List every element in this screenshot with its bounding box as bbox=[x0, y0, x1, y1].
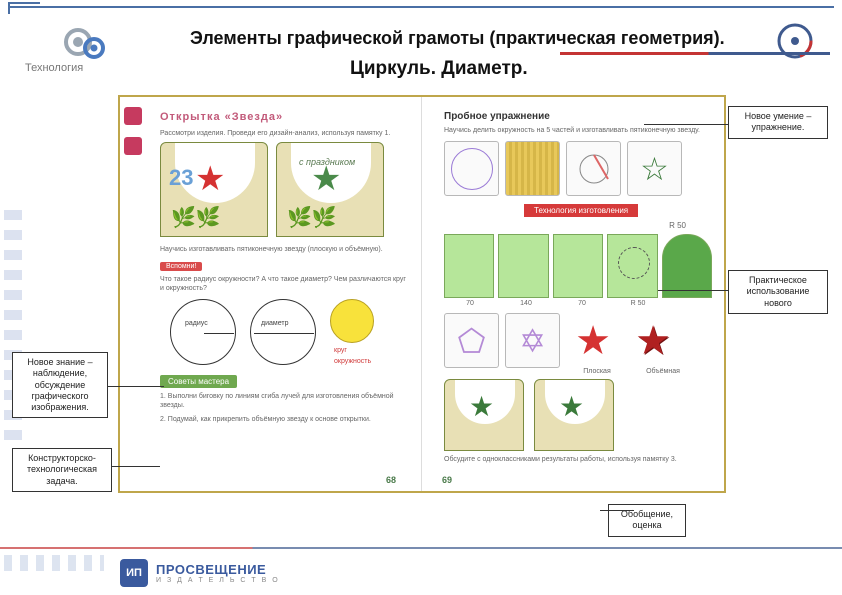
final-card-1: ★ bbox=[444, 379, 524, 451]
leaves-icon: 🌿🌿 bbox=[287, 205, 337, 230]
textbook-spread: Открытка «Звезда» Рассмотри изделия. Про… bbox=[118, 95, 726, 493]
vol-caption: Объёмная bbox=[636, 368, 690, 375]
connector-line bbox=[112, 466, 160, 467]
fold-circle bbox=[607, 234, 657, 298]
diameter-label: диаметр bbox=[261, 320, 288, 327]
brand-logo-icon: ИП bbox=[120, 559, 148, 587]
star-captions: Плоская Объёмная bbox=[570, 368, 712, 375]
r50-2: R 50 bbox=[612, 300, 664, 307]
postcard-2: ★ с праздником 🌿🌿 bbox=[276, 142, 384, 237]
tab-icon bbox=[124, 137, 142, 155]
footer-line-decor bbox=[0, 547, 842, 549]
right-intro: Научись делить окружность на 5 частей и … bbox=[444, 126, 712, 135]
left-heading: Открытка «Звезда» bbox=[160, 111, 409, 123]
num-23: 23 bbox=[169, 165, 193, 191]
fold-panel bbox=[553, 234, 603, 298]
pentagram-step: ✡ bbox=[505, 313, 560, 368]
tab-icon bbox=[124, 107, 142, 125]
star-flat: ★ bbox=[566, 314, 620, 368]
connector-line bbox=[108, 386, 164, 387]
pentagon-step: ⬠ bbox=[444, 313, 499, 368]
step-ruler bbox=[505, 141, 560, 196]
step-star: ☆ bbox=[627, 141, 682, 196]
brand-name: ПРОСВЕЩЕНИЕ bbox=[156, 562, 280, 577]
tech-banner: Технология изготовления bbox=[524, 204, 638, 217]
page-subtitle: Циркуль. Диаметр. bbox=[350, 58, 528, 80]
top-border-decor bbox=[8, 6, 834, 8]
ribbon-text: с праздником bbox=[299, 157, 355, 167]
dim-row: 70 140 70 R 50 bbox=[444, 300, 712, 307]
dim-1: 70 bbox=[444, 300, 496, 307]
dim-3: 70 bbox=[556, 300, 608, 307]
star-icon: ★ bbox=[195, 159, 225, 199]
fold-row bbox=[444, 234, 712, 298]
left-note1: Научись изготавливать пятиконечную звезд… bbox=[160, 245, 409, 254]
discuss-text: Обсудите с одноклассниками результаты ра… bbox=[444, 455, 712, 464]
postcard-1: ★ 23 🌿🌿 bbox=[160, 142, 268, 237]
publisher-brand: ИП ПРОСВЕЩЕНИЕ И З Д А Т Е Л Ь С Т В О bbox=[120, 559, 280, 587]
left-intro: Рассмотри изделия. Проведи его дизайн-ан… bbox=[160, 129, 409, 138]
circle-diagram-row: радиус диаметр круг окружность bbox=[170, 299, 409, 365]
step-circle bbox=[444, 141, 499, 196]
fold-panel bbox=[444, 234, 494, 298]
postcard-row: ★ 23 🌿🌿 ★ с праздником 🌿🌿 bbox=[160, 142, 409, 237]
annotation-task: Конструкторско-технологическая задача. bbox=[12, 448, 112, 492]
page-num-left: 68 bbox=[386, 475, 396, 485]
annotation-skill: Новое умение – упражнение. bbox=[728, 106, 828, 139]
page-right: Пробное упражнение Научись делить окружн… bbox=[422, 97, 724, 491]
step-compass bbox=[566, 141, 621, 196]
page-title: Элементы графической грамоты (практическ… bbox=[190, 28, 725, 49]
flat-caption: Плоская bbox=[570, 368, 624, 375]
bottom-stripe-decor bbox=[4, 555, 104, 571]
step-row-1: ☆ bbox=[444, 141, 712, 196]
connector-line bbox=[644, 124, 728, 125]
tip-1: 1. Выполни биговку по линиям сгиба лучей… bbox=[160, 392, 409, 410]
fold-leaf bbox=[662, 234, 712, 298]
compass-icon bbox=[772, 18, 818, 64]
brand-sub: И З Д А Т Е Л Ь С Т В О bbox=[156, 577, 280, 584]
leaves-icon: 🌿🌿 bbox=[171, 205, 221, 230]
okruzh-label: окружность bbox=[334, 358, 374, 365]
page-left: Открытка «Звезда» Рассмотри изделия. Про… bbox=[120, 97, 422, 491]
krug-label: круг bbox=[334, 347, 374, 354]
connector-line bbox=[658, 290, 728, 291]
gear-icon bbox=[60, 18, 108, 66]
tip-2: 2. Подумай, как прикрепить объёмную звез… bbox=[160, 415, 409, 424]
circle-filled bbox=[330, 299, 374, 343]
annotation-summary: Обобщение, оценка bbox=[608, 504, 686, 537]
circle-radius: радиус bbox=[170, 299, 236, 365]
title-underline bbox=[560, 52, 830, 55]
connector-line bbox=[600, 510, 634, 511]
radius-label: радиус bbox=[185, 320, 208, 327]
warn-label: Вспомни! bbox=[160, 262, 202, 271]
dim-2: 140 bbox=[500, 300, 552, 307]
final-row: ★ ★ bbox=[444, 379, 712, 451]
tips-label: Советы мастера bbox=[160, 375, 237, 388]
subject-label: Технология bbox=[25, 62, 83, 74]
fold-panel bbox=[498, 234, 548, 298]
right-heading: Пробное упражнение bbox=[444, 111, 712, 122]
step-row-2: ⬠ ✡ ★ ★ bbox=[444, 313, 712, 368]
annotation-knowledge: Новое знание – наблюдение, обсуждение гр… bbox=[12, 352, 108, 418]
r50-label: R 50 bbox=[434, 221, 686, 230]
final-card-2: ★ bbox=[534, 379, 614, 451]
circle-diameter: диаметр bbox=[250, 299, 316, 365]
page-num-right: 69 bbox=[442, 475, 452, 485]
annotation-practice: Практическое использование нового bbox=[728, 270, 828, 314]
star-volumetric: ★ bbox=[626, 314, 680, 368]
warn-text: Что такое радиус окружности? А что такое… bbox=[160, 275, 409, 293]
